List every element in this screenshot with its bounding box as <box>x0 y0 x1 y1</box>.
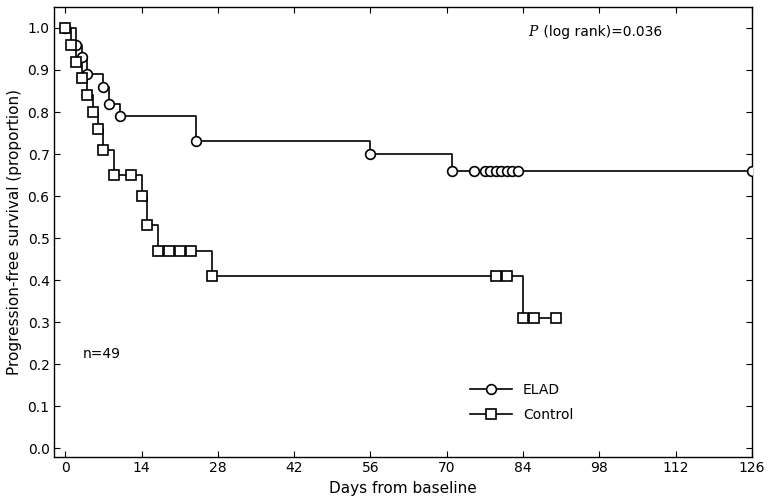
Y-axis label: Progression-free survival (proportion): Progression-free survival (proportion) <box>7 89 22 375</box>
Legend: ELAD, Control: ELAD, Control <box>465 377 579 427</box>
Text: n=49: n=49 <box>83 347 120 361</box>
Text: P: P <box>529 25 538 39</box>
X-axis label: Days from baseline: Days from baseline <box>329 481 477 496</box>
Text: (log rank)=0.036: (log rank)=0.036 <box>539 25 662 39</box>
